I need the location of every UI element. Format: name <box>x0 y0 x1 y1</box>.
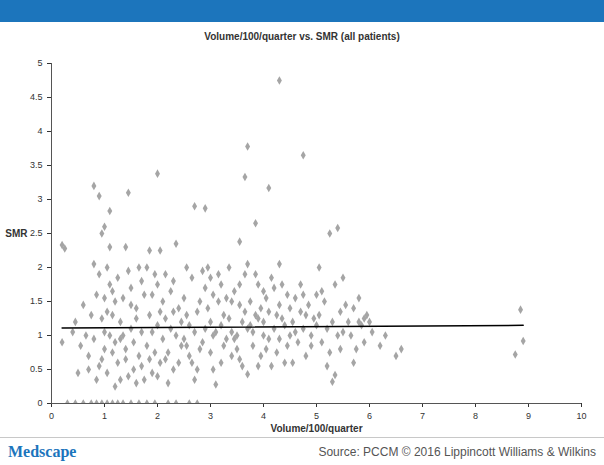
svg-text:SMR: SMR <box>5 228 28 239</box>
svg-text:10: 10 <box>576 411 586 421</box>
html-text:Source: PCCM © 2016 Lippincott: Source: PCCM © 2016 Lippincott Williams … <box>318 444 596 459</box>
svg-text:9: 9 <box>526 411 531 421</box>
svg-text:Volume/100/quarter: Volume/100/quarter <box>270 423 362 434</box>
svg-text:5: 5 <box>314 411 319 421</box>
html-text:Volume/100/quarter vs. SMR (al: Volume/100/quarter vs. SMR (all patients… <box>204 31 400 42</box>
svg-text:0: 0 <box>49 411 54 421</box>
svg-text:2: 2 <box>37 262 42 272</box>
svg-text:2.5: 2.5 <box>30 228 43 238</box>
svg-text:0.5: 0.5 <box>30 364 43 374</box>
svg-text:1: 1 <box>102 411 107 421</box>
svg-text:0: 0 <box>37 398 42 408</box>
svg-text:1: 1 <box>37 330 42 340</box>
svg-text:5: 5 <box>37 58 42 68</box>
html-text:Medscape: Medscape <box>8 442 77 460</box>
svg-text:4.5: 4.5 <box>30 92 43 102</box>
svg-text:8: 8 <box>473 411 478 421</box>
svg-text:2: 2 <box>155 411 160 421</box>
svg-text:3: 3 <box>37 194 42 204</box>
svg-text:3: 3 <box>208 411 213 421</box>
svg-text:1.5: 1.5 <box>30 296 43 306</box>
svg-text:4: 4 <box>37 126 42 136</box>
svg-text:7: 7 <box>420 411 425 421</box>
svg-text:6: 6 <box>367 411 372 421</box>
svg-text:3.5: 3.5 <box>30 160 43 170</box>
svg-text:4: 4 <box>261 411 266 421</box>
